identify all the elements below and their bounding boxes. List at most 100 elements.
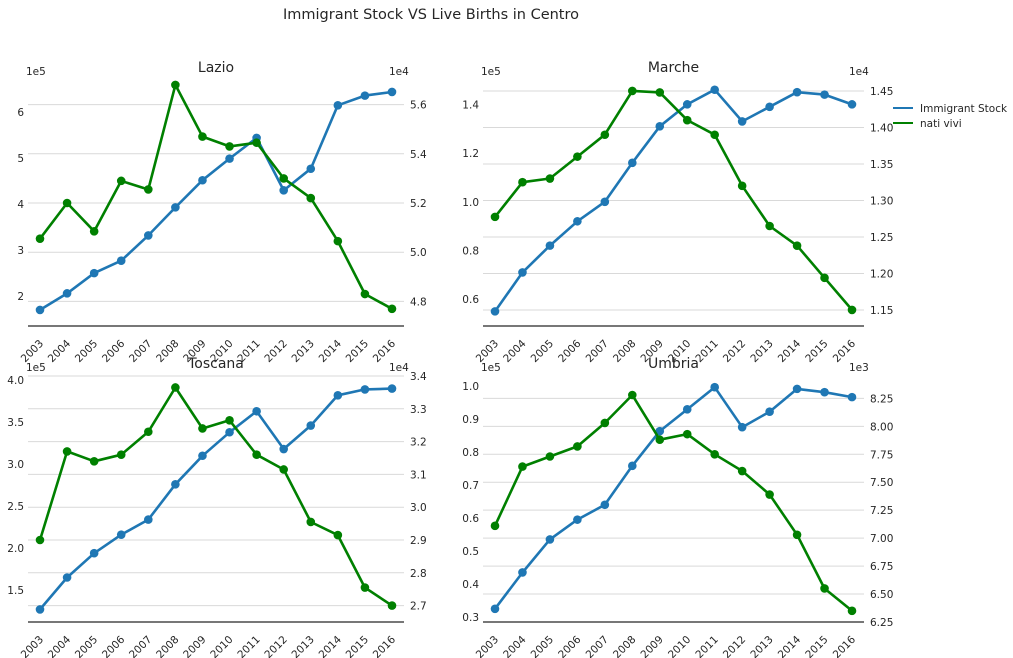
left-tick-label: 0.7: [462, 480, 479, 492]
data-point-immigrant-stock: [765, 102, 774, 112]
data-point-nati-vivi: [628, 390, 637, 400]
data-point-nati-vivi: [89, 456, 99, 466]
x-tick-label: 2003: [19, 338, 46, 365]
panel-title: Marche: [648, 60, 699, 76]
data-point-immigrant-stock: [573, 515, 582, 524]
data-point-nati-vivi: [820, 584, 829, 593]
left-axis-offset: 1e5: [26, 362, 46, 374]
left-tick-label: 6: [17, 107, 24, 119]
data-point-nati-vivi: [225, 142, 234, 151]
right-tick-label: 2.9: [410, 535, 427, 547]
x-tick-label: 2010: [666, 634, 693, 658]
left-axis-offset: 1e5: [481, 66, 501, 78]
data-point-nati-vivi: [306, 193, 316, 203]
left-tick-label: 2.0: [7, 543, 24, 555]
right-tick-label: 1.20: [870, 268, 893, 280]
data-point-immigrant-stock: [847, 100, 857, 109]
data-point-immigrant-stock: [387, 384, 397, 393]
data-point-immigrant-stock: [198, 175, 207, 185]
x-tick-label: 2014: [776, 337, 804, 365]
left-axis-offset: 1e5: [26, 66, 46, 78]
data-point-immigrant-stock: [737, 117, 747, 126]
x-tick-label: 2015: [344, 338, 371, 365]
data-point-immigrant-stock: [35, 605, 45, 614]
data-point-nati-vivi: [820, 273, 829, 283]
x-tick-label: 2003: [474, 338, 501, 365]
data-point-immigrant-stock: [171, 480, 180, 489]
data-point-immigrant-stock: [628, 158, 637, 168]
data-point-immigrant-stock: [682, 405, 692, 414]
data-point-immigrant-stock: [545, 241, 555, 250]
data-point-immigrant-stock: [710, 382, 719, 392]
data-point-nati-vivi: [573, 152, 582, 161]
data-point-nati-vivi: [279, 174, 288, 183]
data-point-nati-vivi: [387, 304, 397, 314]
x-tick-label: 2015: [344, 634, 371, 658]
figure-title: Immigrant Stock VS Live Births in Centro: [283, 7, 579, 23]
data-point-immigrant-stock: [116, 256, 126, 266]
data-point-nati-vivi: [628, 86, 637, 96]
left-tick-label: 0.5: [462, 546, 479, 558]
data-point-immigrant-stock: [89, 268, 99, 278]
data-point-nati-vivi: [387, 601, 397, 610]
left-tick-label: 2: [17, 291, 24, 303]
left-tick-label: 4.0: [7, 375, 24, 387]
data-point-nati-vivi: [710, 130, 719, 140]
left-tick-label: 5: [17, 153, 24, 165]
left-tick-label: 3: [17, 245, 24, 257]
data-point-immigrant-stock: [600, 197, 610, 207]
left-tick-label: 1.0: [462, 381, 479, 393]
x-tick-label: 2015: [803, 338, 830, 365]
data-point-immigrant-stock: [252, 406, 261, 416]
x-tick-label: 2011: [693, 634, 720, 658]
x-tick-label: 2012: [262, 338, 289, 365]
data-point-immigrant-stock: [490, 604, 500, 614]
left-tick-label: 3.5: [7, 417, 24, 429]
data-point-nati-vivi: [62, 447, 72, 456]
x-tick-label: 2009: [639, 634, 666, 658]
data-point-nati-vivi: [682, 115, 692, 125]
right-tick-label: 3.3: [410, 404, 427, 416]
x-tick-label: 2006: [100, 633, 128, 658]
data-point-immigrant-stock: [518, 568, 527, 577]
x-tick-label: 2015: [803, 634, 830, 658]
x-tick-label: 2007: [584, 634, 611, 658]
data-point-immigrant-stock: [628, 461, 637, 471]
x-tick-label: 2004: [501, 633, 529, 658]
right-tick-label: 1.25: [870, 232, 893, 244]
right-tick-label: 5.2: [410, 198, 427, 210]
series-line-immigrant-stock: [493, 88, 853, 313]
x-tick-label: 2016: [831, 337, 859, 365]
series-line-immigrant-stock: [39, 90, 393, 312]
series-line-nati-vivi: [38, 386, 393, 607]
data-point-immigrant-stock: [820, 90, 829, 99]
data-point-nati-vivi: [35, 234, 45, 243]
x-tick-label: 2003: [474, 634, 501, 658]
data-point-nati-vivi: [518, 462, 527, 471]
data-point-nati-vivi: [545, 174, 555, 183]
data-point-nati-vivi: [116, 176, 126, 186]
data-point-nati-vivi: [490, 212, 500, 222]
right-tick-label: 6.25: [870, 617, 893, 629]
data-point-immigrant-stock: [360, 91, 370, 100]
left-tick-label: 1.5: [7, 585, 24, 597]
x-tick-label: 2006: [100, 337, 128, 365]
x-tick-label: 2003: [19, 634, 46, 658]
right-axis-offset: 1e3: [849, 362, 869, 374]
x-tick-label: 2004: [501, 337, 529, 365]
data-point-nati-vivi: [333, 236, 343, 246]
x-tick-label: 2008: [611, 338, 638, 365]
data-point-nati-vivi: [737, 466, 747, 476]
data-point-immigrant-stock: [360, 385, 370, 394]
x-tick-label: 2012: [262, 634, 289, 658]
data-point-nati-vivi: [600, 418, 610, 428]
data-point-nati-vivi: [655, 88, 665, 97]
left-axis-offset: 1e5: [481, 362, 501, 374]
data-point-nati-vivi: [847, 305, 857, 315]
data-point-nati-vivi: [144, 427, 153, 437]
right-tick-label: 1.45: [870, 86, 893, 98]
right-axis-offset: 1e4: [849, 66, 869, 78]
data-point-nati-vivi: [171, 383, 180, 392]
right-tick-label: 2.7: [410, 601, 427, 613]
